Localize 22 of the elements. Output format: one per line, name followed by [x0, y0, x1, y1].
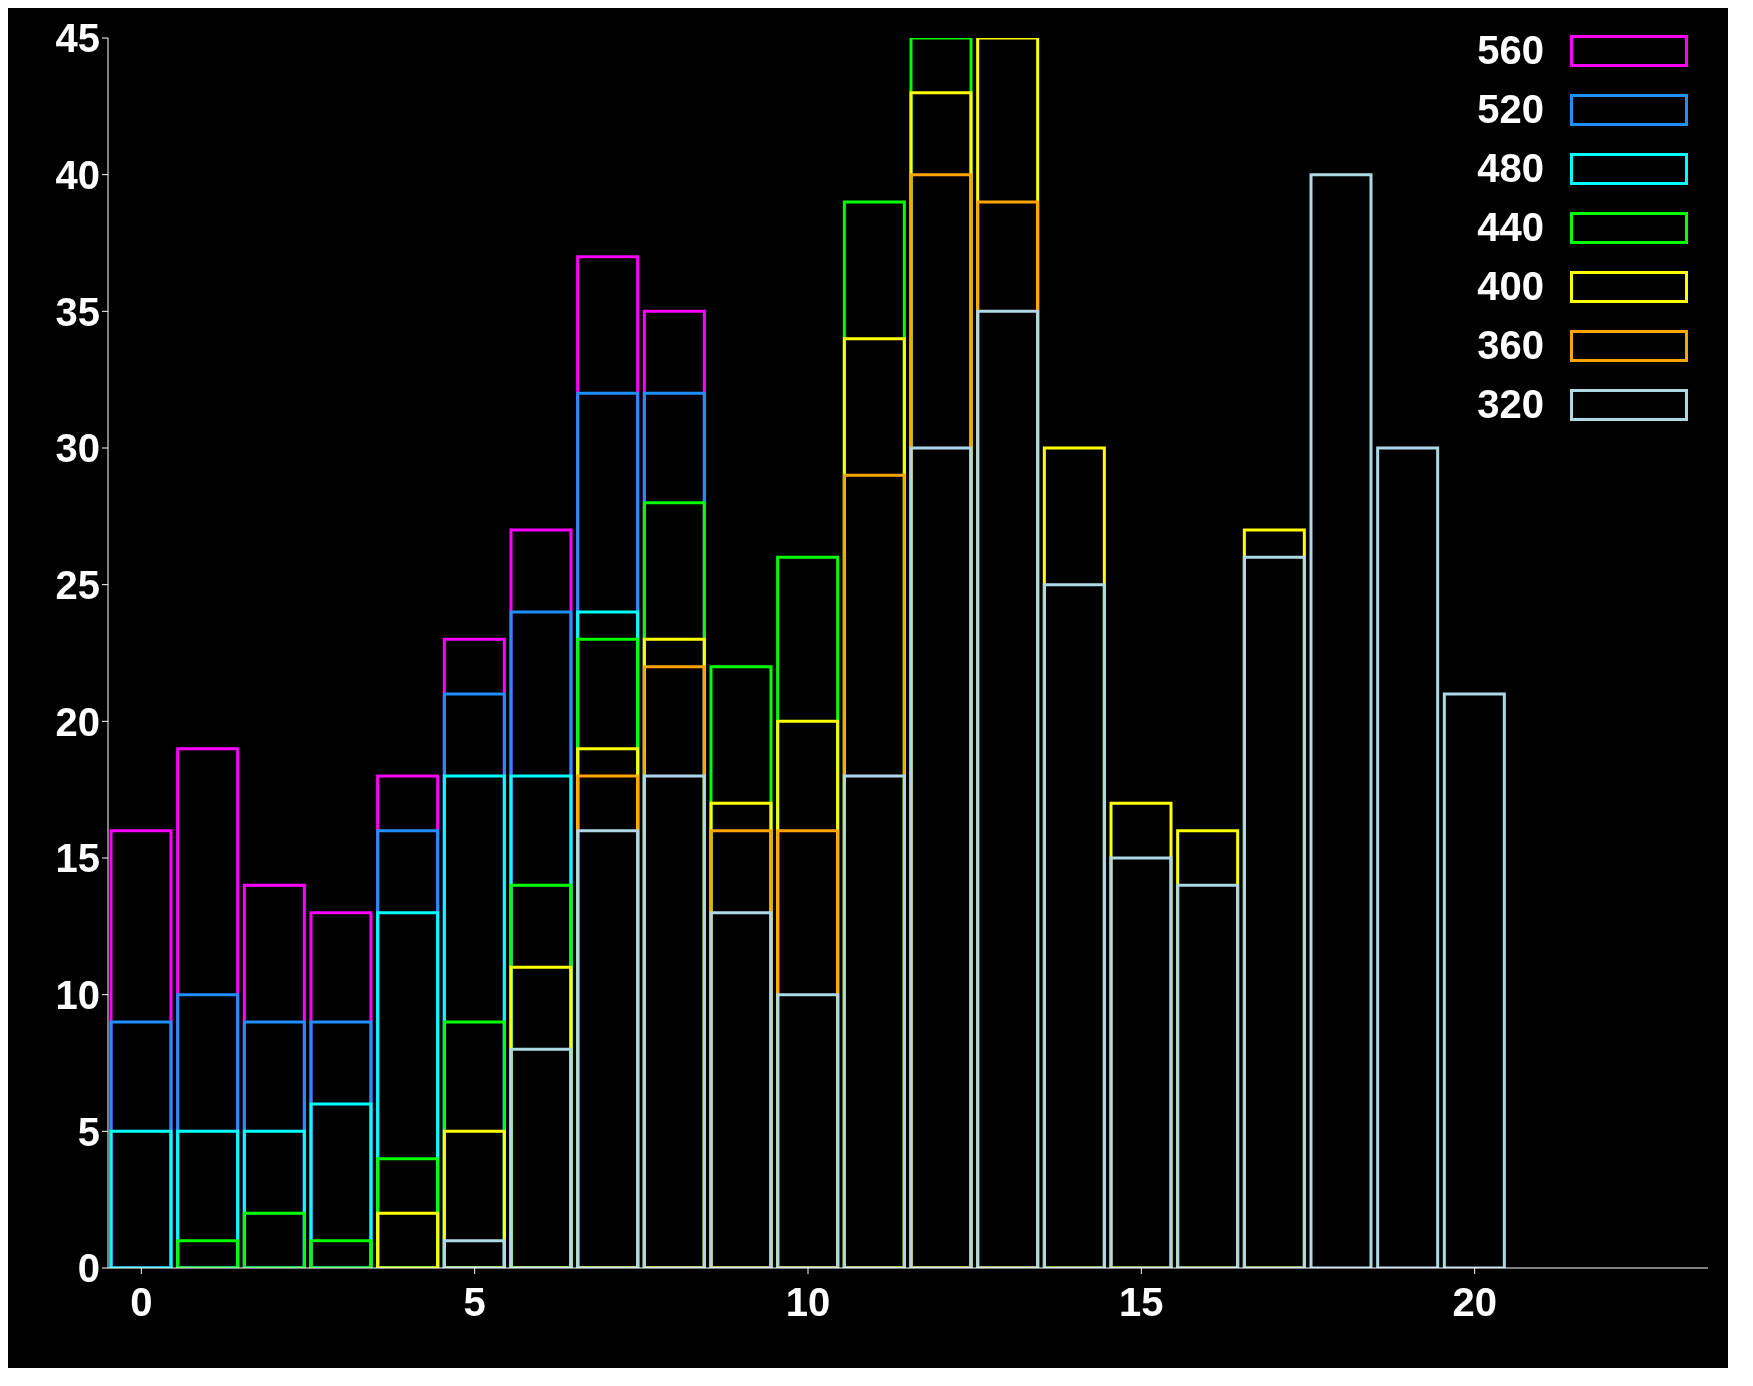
y-tick-label: 45: [55, 16, 100, 61]
y-tick-label: 0: [77, 1246, 100, 1291]
legend-label: 480: [1477, 146, 1544, 191]
legend-label: 400: [1477, 264, 1544, 309]
y-tick-label: 10: [55, 972, 100, 1017]
x-tick-label: 15: [1119, 1280, 1164, 1325]
y-tick-label: 20: [55, 699, 100, 744]
x-tick-label: 0: [130, 1280, 153, 1325]
y-tick-label: 35: [55, 289, 100, 334]
x-tick-label: 10: [785, 1280, 831, 1325]
x-tick-label: 20: [1452, 1280, 1497, 1325]
x-tick-label: 5: [463, 1280, 486, 1325]
legend-label: 560: [1477, 28, 1544, 73]
y-tick-label: 30: [55, 426, 100, 471]
y-tick-label: 15: [55, 836, 100, 881]
legend-label: 320: [1477, 382, 1544, 427]
y-tick-label: 5: [77, 1109, 100, 1154]
legend-label: 360: [1477, 323, 1544, 368]
y-tick-label: 25: [55, 562, 100, 607]
legend-label: 520: [1477, 87, 1544, 132]
y-tick-label: 40: [55, 152, 100, 197]
legend-label: 440: [1477, 205, 1544, 250]
